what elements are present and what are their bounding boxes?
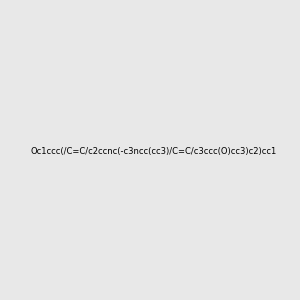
Text: Oc1ccc(/C=C/c2ccnc(-c3ncc(cc3)/C=C/c3ccc(O)cc3)c2)cc1: Oc1ccc(/C=C/c2ccnc(-c3ncc(cc3)/C=C/c3ccc… (31, 147, 277, 156)
